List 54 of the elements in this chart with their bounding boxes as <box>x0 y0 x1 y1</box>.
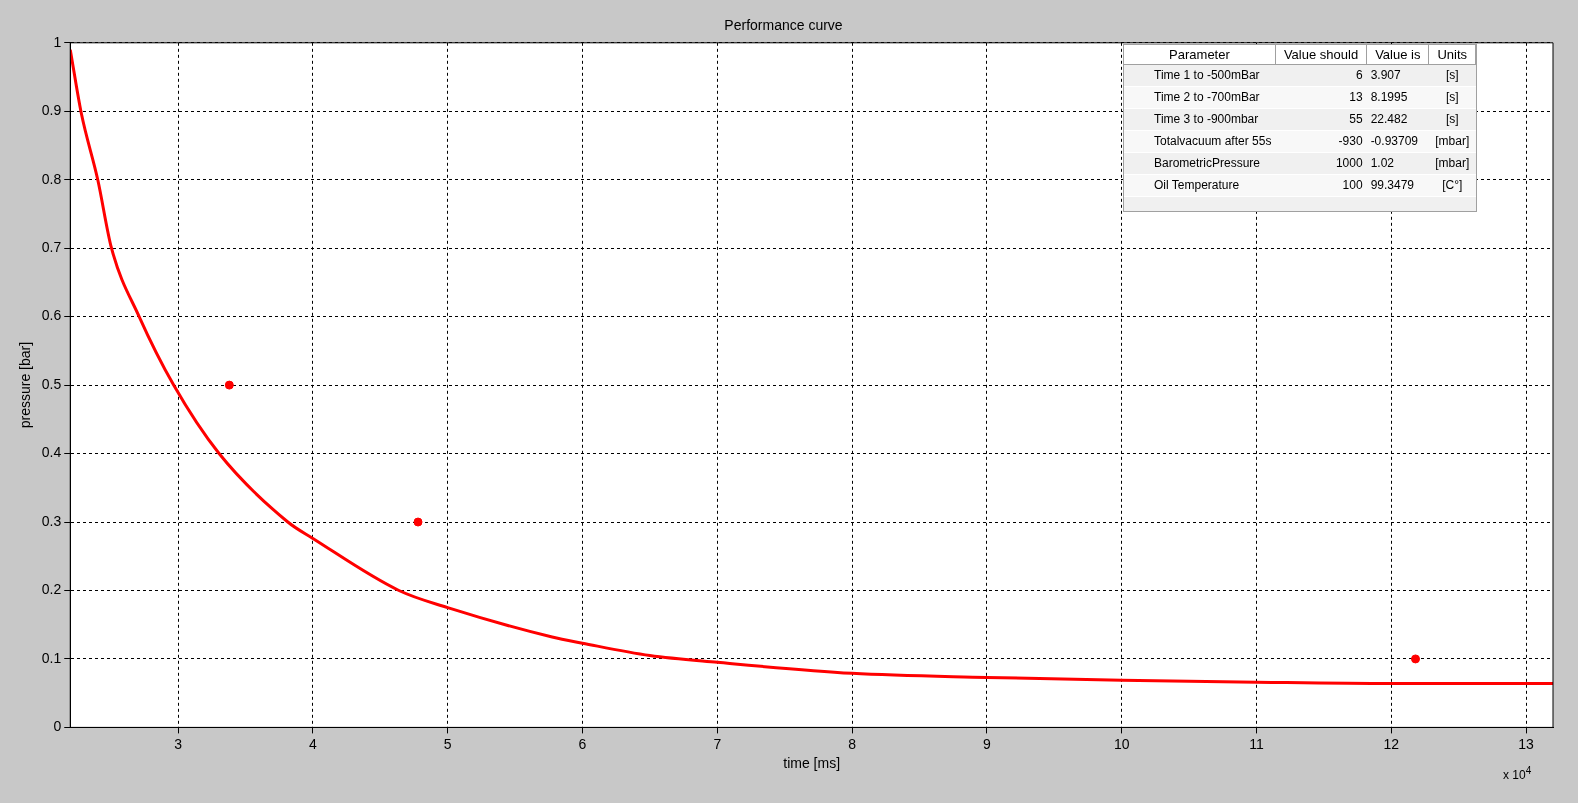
y-axis-title: pressure [bar] <box>17 341 34 429</box>
text: [s] <box>1445 90 1459 105</box>
text: Totalvacuum after 55s <box>1154 134 1272 149</box>
text: [s] <box>1445 68 1459 83</box>
text: -930 <box>1338 134 1363 149</box>
y-tick-label: 0.2 <box>41 581 62 598</box>
x-tick-label: 4 <box>308 735 317 752</box>
x-tick-label: 12 <box>1383 735 1400 752</box>
chart-title: Performance curve <box>724 17 843 34</box>
category-label: Value is <box>1366 44 1429 65</box>
y-tick-label: 1 <box>53 33 62 50</box>
text: 22.482 <box>1370 112 1408 127</box>
text: 1.02 <box>1370 156 1394 171</box>
x-axis-title: time [ms] <box>783 755 841 772</box>
text: [s] <box>1445 112 1459 127</box>
text: [mbar] <box>1435 134 1470 149</box>
text: 99.3479 <box>1370 178 1415 193</box>
category-label: Units <box>1428 44 1476 65</box>
x-tick-label: 5 <box>443 735 452 752</box>
text: -0.93709 <box>1370 134 1418 149</box>
x-tick-label: 3 <box>174 735 183 752</box>
text: 13 <box>1349 90 1363 105</box>
y-tick-label: 0.5 <box>41 375 62 392</box>
text: [C°] <box>1442 178 1463 193</box>
y-tick-label: 0 <box>53 718 62 735</box>
x-tick-label: 10 <box>1113 735 1130 752</box>
text: Time 2 to -700mBar <box>1154 90 1260 105</box>
text: 100 <box>1342 178 1363 193</box>
text: [mbar] <box>1435 156 1470 171</box>
y-tick-label: 0.4 <box>41 444 62 461</box>
x-tick-label: 13 <box>1518 735 1535 752</box>
x-tick-label: 8 <box>848 735 857 752</box>
text: Oil Temperature <box>1154 178 1240 193</box>
text: 3.907 <box>1370 68 1401 83</box>
x-tick-label: 11 <box>1249 735 1264 752</box>
y-tick-label: 0.1 <box>41 649 62 666</box>
y-tick-label: 0.9 <box>41 102 62 119</box>
category-label: Parameter <box>1124 44 1276 65</box>
x-tick-label: 7 <box>713 735 722 752</box>
x-tick-label: 6 <box>578 735 587 752</box>
text: BarometricPressure <box>1154 156 1261 171</box>
y-tick-label: 0.7 <box>41 239 62 256</box>
text: Time 3 to -900mbar <box>1154 112 1259 127</box>
category-label: Value should <box>1275 44 1367 65</box>
text: 6 <box>1355 68 1363 83</box>
text: 1000 <box>1335 156 1363 171</box>
text: 8.1995 <box>1370 90 1408 105</box>
text: Time 1 to -500mBar <box>1154 68 1260 83</box>
y-tick-label: 0.8 <box>41 170 62 187</box>
text: 55 <box>1349 112 1363 127</box>
y-tick-label: 0.6 <box>41 307 62 324</box>
y-tick-label: 0.3 <box>41 512 62 529</box>
x-exponent: x 10$^{4}$ <box>1503 765 1532 783</box>
x-tick-label: 9 <box>982 735 991 752</box>
